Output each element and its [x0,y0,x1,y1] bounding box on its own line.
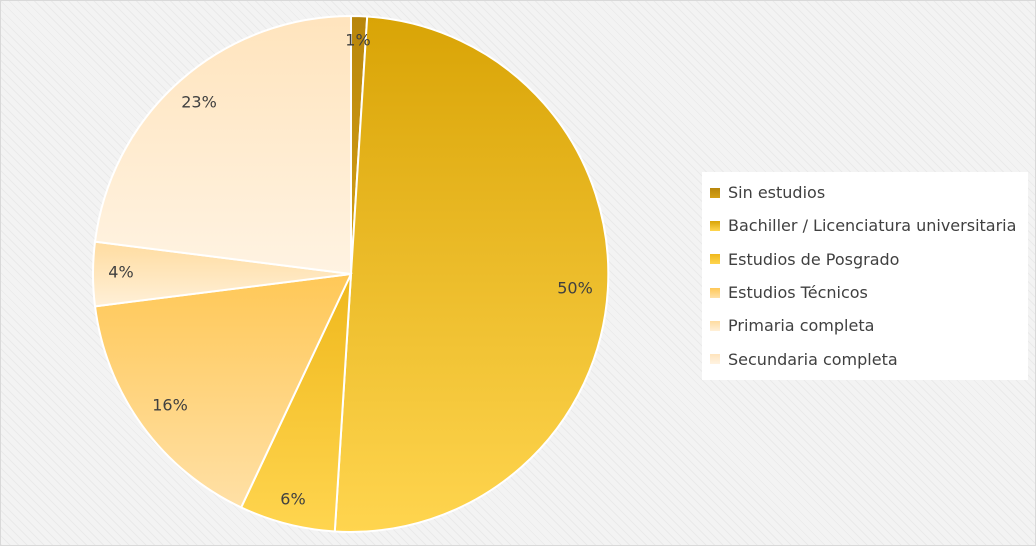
slice-label-4: 4% [108,263,133,282]
slice-label-0: 1% [345,31,370,50]
legend-item: Secundaria completa [710,342,1028,375]
legend-swatch [710,354,720,365]
legend-label: Primaria completa [728,316,875,336]
legend-swatch [710,187,720,198]
legend-item: Estudios de Posgrado [710,243,1028,276]
legend-label: Bachiller / Licenciatura universitaria [728,216,1017,236]
legend-label: Estudios Técnicos [728,283,868,303]
legend-item: Bachiller / Licenciatura universitaria [710,209,1028,242]
legend-label: Estudios de Posgrado [728,249,900,269]
slice-label-2: 6% [280,490,305,509]
legend-label: Sin estudios [728,183,826,203]
legend-item: Sin estudios [710,176,1028,209]
legend-item: Estudios Técnicos [710,276,1028,309]
legend-swatch [710,287,720,298]
legend-swatch [710,220,720,231]
pie-slice-5 [93,14,352,276]
pie-slice-1 [333,15,610,533]
slice-label-1: 50% [557,279,593,298]
pie-slice-3 [93,272,353,509]
legend-swatch [710,254,720,265]
legend-item: Primaria completa [710,309,1028,342]
slice-label-5: 23% [181,93,217,112]
legend-swatch [710,320,720,331]
legend-label: Secundaria completa [728,349,898,369]
slice-label-3: 16% [152,396,188,415]
legend: Sin estudios Bachiller / Licenciatura uni… [702,172,1028,380]
